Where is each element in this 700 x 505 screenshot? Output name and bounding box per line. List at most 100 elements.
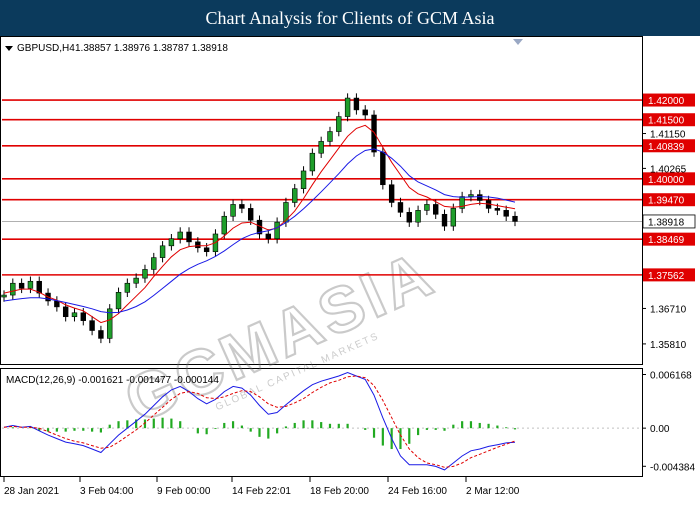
y-tick-label: 1.35810: [650, 340, 687, 351]
candle-body: [230, 204, 236, 217]
candle-body: [265, 233, 272, 240]
x-tick-label: 28 Jan 2021: [4, 486, 59, 497]
candle-body: [71, 312, 78, 318]
candle-body: [186, 231, 192, 243]
chart-frame: GCMASIA GLOBAL CAPITAL MARKETS 1.42000 1.…: [0, 36, 700, 500]
level-price-label: 1.40839: [648, 142, 685, 153]
candle-body: [292, 188, 298, 203]
candle-body: [159, 245, 166, 258]
macd-main-line: [3, 371, 516, 471]
x-tick-label: 24 Feb 16:00: [388, 486, 447, 497]
level-price-label: 1.42000: [648, 96, 685, 107]
x-tick-label: 3 Feb 04:00: [80, 486, 134, 497]
candle-body: [494, 208, 501, 211]
candle-body: [115, 291, 122, 310]
candle-body: [380, 151, 386, 186]
candle-body: [512, 215, 518, 222]
page-title: Chart Analysis for Clients of GCM Asia: [205, 8, 495, 28]
level-price-tag: [643, 139, 695, 153]
candle-body: [441, 213, 448, 227]
current-price-label: 1.38918: [648, 217, 685, 228]
symbol-dropdown-icon[interactable]: [5, 46, 13, 51]
level-price-label: 1.37562: [648, 271, 685, 282]
macd-y-tick-label: 0.00: [650, 424, 670, 435]
level-price-tag: [643, 93, 695, 107]
candle-body: [300, 170, 307, 189]
candle-body: [503, 210, 509, 217]
candle-body: [18, 282, 25, 289]
candle-body: [36, 280, 42, 294]
chart-shift-marker-icon[interactable]: [513, 39, 523, 45]
y-tick-label: 1.36710: [650, 304, 687, 315]
candle-body: [344, 97, 351, 117]
candle-body: [336, 116, 342, 132]
candle-body: [362, 109, 368, 116]
level-price-label: 1.41500: [648, 116, 685, 127]
ma-layer: [3, 124, 516, 324]
candle-body: [89, 320, 95, 331]
candle-body: [433, 204, 439, 215]
macd-title: MACD(12,26,9) -0.001621 -0.001477 -0.000…: [6, 375, 219, 386]
candle-body: [371, 114, 377, 153]
candle-body: [327, 131, 333, 142]
candle-body: [62, 306, 69, 318]
candle-body: [221, 215, 227, 235]
candle-body: [247, 208, 254, 221]
candle-body: [353, 97, 360, 111]
candle-body: [477, 194, 483, 201]
candle-body: [27, 280, 34, 289]
candle-layer: [1, 93, 518, 344]
candle-body: [415, 210, 421, 223]
candle-body: [239, 204, 245, 209]
candle-body: [397, 202, 404, 213]
candle-body: [468, 194, 474, 197]
level-price-tag: [643, 193, 695, 207]
macd-y-tick-label: -0.004384: [650, 462, 695, 473]
candle-body: [133, 277, 139, 284]
chart-svg[interactable]: GCMASIA GLOBAL CAPITAL MARKETS 1.420001.…: [0, 36, 700, 500]
candle-body: [388, 184, 395, 203]
candle-body: [177, 231, 183, 240]
ma-slow-line: [3, 148, 516, 314]
candle-body: [203, 247, 210, 253]
candle-body: [195, 241, 201, 249]
ohlc-label: 1.38857 1.38976 1.38787 1.38918: [75, 43, 228, 54]
macd-y-tick-label: 0.006168: [650, 370, 692, 381]
level-layer: [2, 99, 642, 276]
candle-body: [283, 202, 289, 223]
candle-body: [168, 238, 175, 247]
candle-body: [318, 141, 324, 154]
candle-body: [424, 204, 430, 211]
level-price-tag: [643, 113, 695, 127]
candle-body: [10, 282, 16, 296]
y-tick-label: 1.41150: [650, 130, 686, 141]
x-tick-label: 14 Feb 22:01: [232, 486, 291, 497]
level-price-tag: [643, 268, 695, 282]
current-price-tag: [642, 214, 696, 229]
candle-body: [124, 282, 131, 293]
x-tick-label: 18 Feb 20:00: [310, 486, 369, 497]
axis-layer: 1.42000 1.41500 1.40839 1.40000 1.39470 1.384…: [3, 93, 696, 497]
x-tick-label: 2 Mar 12:00: [466, 486, 520, 497]
candle-body: [309, 152, 316, 172]
candle-body: [1, 294, 7, 298]
symbol-label: GBPUSD,H4: [17, 43, 75, 54]
macd-signal-line: [3, 375, 516, 468]
macd-layer: [2, 371, 642, 471]
level-price-label: 1.38469: [648, 235, 685, 246]
level-price-tag: [643, 232, 695, 246]
candle-body: [98, 330, 104, 339]
candle-body: [406, 212, 412, 223]
candle-body: [151, 257, 157, 270]
candle-body: [450, 208, 457, 227]
candle-body: [274, 221, 280, 240]
y-tick-label: 1.40265: [650, 164, 687, 175]
candle-body: [107, 308, 113, 339]
candle-body: [142, 269, 148, 279]
ma-fast-line: [3, 124, 516, 324]
header-bar: Chart Analysis for Clients of GCM Asia: [0, 0, 700, 36]
candle-body: [54, 300, 60, 308]
level-price-tag: [643, 172, 695, 186]
level-price-label: 1.39470: [648, 196, 685, 207]
x-tick-label: 9 Feb 00:00: [157, 486, 211, 497]
